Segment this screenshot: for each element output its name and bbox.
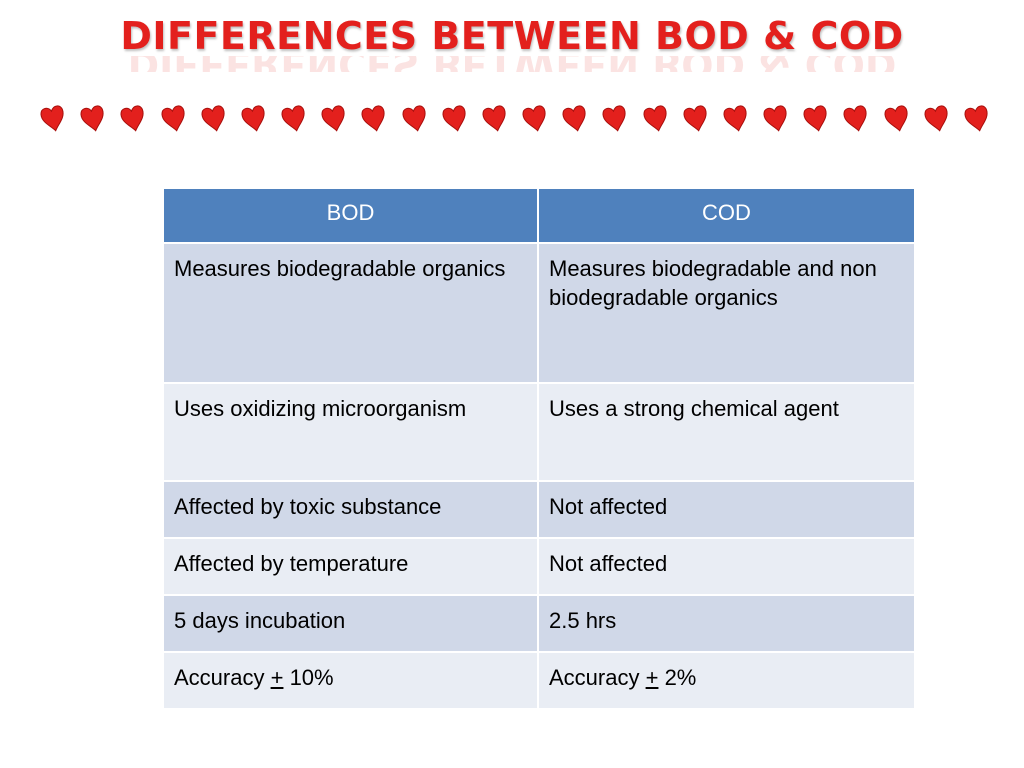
accuracy-value: 2% xyxy=(658,665,697,690)
heart-icon xyxy=(281,105,305,132)
table-cell: Uses oxidizing microorganism xyxy=(162,382,539,482)
heart-icon xyxy=(361,105,385,132)
heart-icon xyxy=(884,105,908,132)
table-cell: 2.5 hrs xyxy=(537,594,916,653)
table-row: Accuracy + 10% Accuracy + 2% xyxy=(162,651,916,710)
table-cell: Affected by temperature xyxy=(162,537,539,596)
table-row: Measures biodegradable organics Measures… xyxy=(162,242,916,384)
heart-icon xyxy=(161,105,185,132)
table-cell: Accuracy + 2% xyxy=(537,651,916,710)
page-title: DIFFERENCES BETWEEN BOD & COD xyxy=(120,14,904,58)
table-cell: Accuracy + 10% xyxy=(162,651,539,710)
comparison-table-container: BOD COD Measures biodegradable organics … xyxy=(162,187,916,710)
heart-icon xyxy=(201,105,225,132)
comparison-table: BOD COD Measures biodegradable organics … xyxy=(162,187,916,710)
table-row: Affected by toxic substance Not affected xyxy=(162,480,916,539)
heart-icon xyxy=(241,105,265,132)
heart-icon xyxy=(522,105,546,132)
table-cell: Affected by toxic substance xyxy=(162,480,539,539)
heart-icon xyxy=(40,105,64,132)
heart-icon xyxy=(562,105,586,132)
heart-icon xyxy=(803,105,827,132)
plus-minus-sign: + xyxy=(270,665,284,690)
table-row: Uses oxidizing microorganism Uses a stro… xyxy=(162,382,916,482)
heart-icon xyxy=(602,105,626,132)
column-header-cod: COD xyxy=(537,187,916,244)
heart-icon xyxy=(80,105,104,132)
heart-icon xyxy=(120,105,144,132)
table-cell: Not affected xyxy=(537,480,916,539)
heart-icon xyxy=(442,105,466,132)
heart-icon xyxy=(643,105,667,132)
accuracy-label: Accuracy xyxy=(174,665,271,690)
accuracy-label: Accuracy xyxy=(549,665,646,690)
table-cell: 5 days incubation xyxy=(162,594,539,653)
heart-icon xyxy=(402,105,426,132)
heart-divider xyxy=(40,100,990,136)
heart-icon xyxy=(723,105,747,132)
accuracy-value: 10% xyxy=(283,665,334,690)
heart-icon xyxy=(482,105,506,132)
table-row: 5 days incubation 2.5 hrs xyxy=(162,594,916,653)
column-header-bod: BOD xyxy=(162,187,539,244)
heart-icon xyxy=(924,105,948,132)
heart-icon xyxy=(321,105,345,132)
table-cell: Measures biodegradable organics xyxy=(162,242,539,384)
table-header-row: BOD COD xyxy=(162,187,916,244)
table-cell: Uses a strong chemical agent xyxy=(537,382,916,482)
table-row: Affected by temperature Not affected xyxy=(162,537,916,596)
plus-minus-sign: + xyxy=(645,665,659,690)
table-cell: Measures biodegradable and non biodegrad… xyxy=(537,242,916,384)
heart-icon xyxy=(683,105,707,132)
heart-icon xyxy=(964,105,988,132)
heart-icon xyxy=(843,105,868,132)
title-reflection: DIFFERENCES BETWEEN BOD & COD xyxy=(0,56,1024,72)
heart-icon xyxy=(763,105,787,132)
table-cell: Not affected xyxy=(537,537,916,596)
